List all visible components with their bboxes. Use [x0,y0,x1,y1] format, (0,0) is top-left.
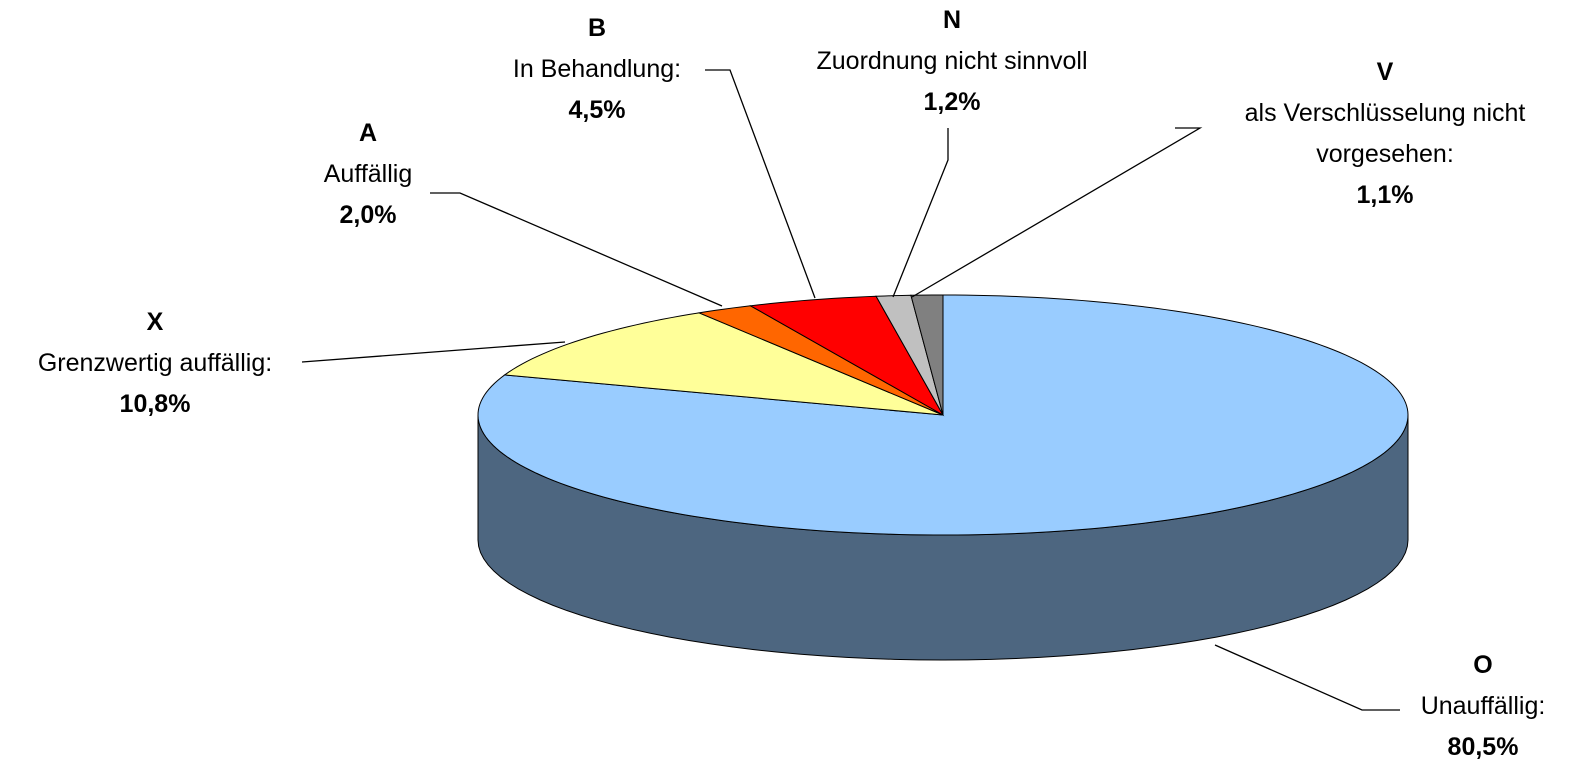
pie-slice [503,312,944,416]
slice-label: A Auffällig 2,0% [268,113,468,236]
slice-description: Unauffällig: [1420,692,1546,720]
slice-description: als Verschlüsselung nicht vorgesehen: [1244,99,1526,168]
value-label: 1,1% [1356,181,1414,209]
slice-label: X Grenzwertig auffällig: 10,8% [0,302,310,425]
value-label: 80,5% [1447,733,1519,761]
leader-line [430,192,723,307]
pie-slice [697,305,944,416]
pie-slice [910,294,944,416]
slice-label: B In Behandlung: 4,5% [482,8,712,131]
leader-line [301,341,566,363]
leader-line [911,127,1203,298]
slice-description: Auffällig [323,160,413,188]
leader-line [1214,644,1400,711]
slice-code: V [1376,58,1394,86]
leader-line [892,128,949,298]
slice-code: N [942,6,962,34]
value-label: 1,2% [923,88,981,116]
slice-label: N Zuordnung nicht sinnvoll 1,2% [782,0,1122,123]
slice-code: X [146,308,164,336]
slice-code: B [587,14,607,42]
slice-code: O [1473,651,1493,679]
slice-description: In Behandlung: [512,55,682,83]
slice-description: Zuordnung nicht sinnvoll [816,47,1088,75]
slice-description: Grenzwertig auffällig: [37,349,273,377]
leader-line [705,69,816,299]
slice-label: O Unauffällig: 80,5% [1353,645,1580,768]
pie-slice [748,295,945,417]
value-label: 10,8% [119,390,191,418]
value-label: 4,5% [568,96,626,124]
slice-code: A [358,119,378,147]
value-label: 2,0% [339,201,397,229]
